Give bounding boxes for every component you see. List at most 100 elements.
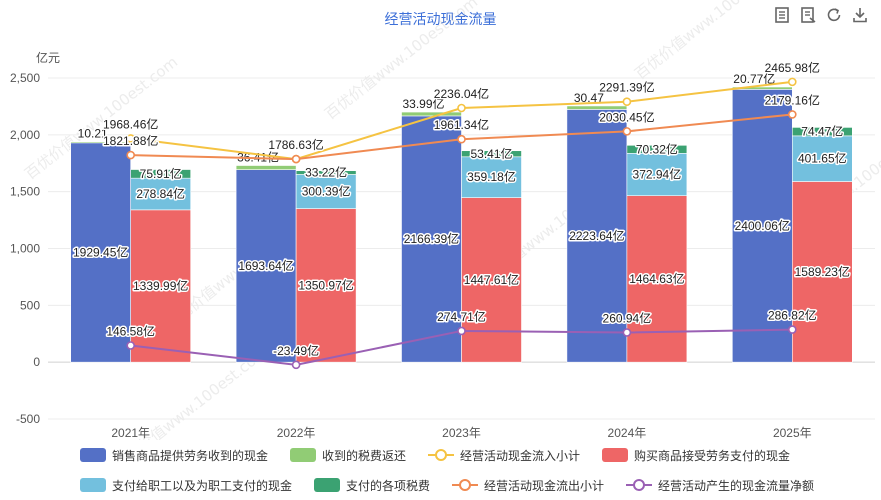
legend-swatch <box>80 478 106 492</box>
data-label: 33.99亿 <box>402 96 444 111</box>
data-label: 2291.39亿 <box>599 80 654 95</box>
data-label: 1339.99亿 <box>133 278 188 293</box>
data-label: 70.32亿 <box>636 141 678 156</box>
y-tick-label: 2,500 <box>10 71 40 85</box>
data-label: 75.91亿 <box>140 166 182 181</box>
data-label: 2400.06亿 <box>735 218 790 233</box>
legend-label: 支付的各项税费 <box>346 478 431 493</box>
data-label: 401.65亿 <box>798 151 847 166</box>
data-label: 1968.46亿 <box>103 116 158 131</box>
y-tick-label: 1,000 <box>10 242 40 256</box>
data-label: 1447.61亿 <box>464 272 519 287</box>
data-label: 1929.45亿 <box>73 245 128 260</box>
line-point <box>622 127 632 136</box>
legend-row: 销售商品提供劳务收到的现金 收到的税费返还 经营活动现金流入小计 购买商品接受劳务支付… <box>80 440 840 470</box>
x-tick-label: 2025年 <box>773 426 812 440</box>
bar-segment <box>731 89 793 363</box>
data-label: 33.22亿 <box>305 165 347 180</box>
data-label: -23.49亿 <box>273 343 319 358</box>
bar-segment <box>70 142 131 363</box>
x-tick-label: 2024年 <box>608 426 647 440</box>
legend-row: 支付给职工以及为职工支付的现金 支付的各项税费 经营活动现金流出小计 经营活动产生的现… <box>80 470 840 500</box>
data-label: 2166.39亿 <box>404 231 459 246</box>
data-view-icon[interactable] <box>773 6 795 26</box>
legend-item[interactable]: 经营活动现金流出小计 <box>452 477 604 494</box>
data-label: 53.41亿 <box>470 146 512 161</box>
y-tick-label: 500 <box>20 298 40 312</box>
legend-item[interactable]: 销售商品提供劳务收到的现金 <box>80 447 268 464</box>
legend-item[interactable]: 支付给职工以及为职工支付的现金 <box>80 477 292 494</box>
bar-segment <box>626 195 688 363</box>
data-label: 1464.63亿 <box>629 271 684 286</box>
data-label: 2030.45亿 <box>599 109 654 124</box>
chart-plot-area: 百优价值www.100est.com 百优价值www.100est.com百优价值… <box>10 0 881 440</box>
x-tick-label: 2022年 <box>277 426 316 440</box>
legend-item[interactable]: 收到的税费返还 <box>290 447 406 464</box>
x-tick-label: 2023年 <box>442 426 481 440</box>
bar-segment <box>461 150 522 158</box>
data-label: 1961.34亿 <box>434 117 489 132</box>
data-label: 146.58亿 <box>106 324 155 339</box>
restore-icon[interactable] <box>825 6 847 26</box>
data-label: 2223.64亿 <box>569 228 624 243</box>
data-label: 1821.88亿 <box>103 133 158 148</box>
y-tick-label: 1,500 <box>10 185 40 199</box>
data-label: 10.21 <box>78 127 108 141</box>
legend-label: 收到的税费返还 <box>322 448 407 463</box>
bar-segment <box>791 135 853 182</box>
data-label: 300.39亿 <box>302 184 351 199</box>
line-point <box>457 103 466 113</box>
line-point <box>787 110 797 119</box>
legend-item[interactable]: 经营活动产生的现金流量净额 <box>626 477 814 494</box>
line-point <box>622 97 632 107</box>
bar-segment <box>295 170 357 175</box>
legend-swatch <box>428 448 455 462</box>
y-tick-label: 0 <box>33 355 40 369</box>
bar-segment <box>295 208 357 363</box>
bar-segment <box>401 111 462 117</box>
legend-label: 经营活动现金流入小计 <box>460 448 581 463</box>
line-point <box>622 328 632 337</box>
save-image-icon[interactable] <box>851 6 873 26</box>
legend-item[interactable]: 支付的各项税费 <box>314 477 430 494</box>
chart-legend: 销售商品提供劳务收到的现金 收到的税费返还 经营活动现金流入小计 购买商品接受劳务支付… <box>80 440 840 500</box>
legend-label: 经营活动现金流出小计 <box>484 478 605 493</box>
line-point <box>787 77 797 87</box>
line-point <box>126 341 135 350</box>
bar-segment <box>461 156 522 198</box>
bar-segment <box>235 165 297 170</box>
data-label: 274.71亿 <box>437 309 486 324</box>
line-point <box>787 325 797 334</box>
watermark-text: 百优价值www.100est.com <box>321 0 481 123</box>
bar-segment <box>130 209 191 363</box>
bar-segment <box>566 109 628 363</box>
legend-label: 经营活动产生的现金流量净额 <box>658 478 815 493</box>
y-axis-unit: 亿元 <box>36 50 60 65</box>
line-point <box>126 134 135 143</box>
data-label: 286.82亿 <box>768 308 817 323</box>
legend-swatch <box>626 478 653 492</box>
bar-segment <box>626 145 688 154</box>
legend-label: 销售商品提供劳务收到的现金 <box>112 448 269 463</box>
chart-type-icon[interactable] <box>799 6 821 26</box>
legend-swatch <box>290 448 317 462</box>
bar-segment <box>401 115 462 363</box>
data-label: 20.77亿 <box>733 71 775 86</box>
data-label: 372.94亿 <box>633 166 682 181</box>
data-label: 1350.97亿 <box>298 277 353 292</box>
data-label: 74.47亿 <box>801 124 843 139</box>
chart-toolbar <box>773 6 873 26</box>
line-point <box>291 360 301 370</box>
bar-segment <box>130 169 191 179</box>
legend-swatch <box>314 478 341 492</box>
chart-title: 经营活动现金流量 <box>384 11 497 27</box>
legend-item[interactable]: 购买商品接受劳务支付的现金 <box>602 447 790 464</box>
legend-item[interactable]: 经营活动现金流入小计 <box>428 447 580 464</box>
data-label: 1693.64亿 <box>238 258 293 273</box>
data-label: 278.84亿 <box>136 186 185 201</box>
bar-segment <box>566 105 628 110</box>
data-label: 1589.23亿 <box>795 264 850 279</box>
bar-segment <box>791 181 853 363</box>
legend-swatch <box>80 448 106 462</box>
line-point <box>291 154 301 164</box>
